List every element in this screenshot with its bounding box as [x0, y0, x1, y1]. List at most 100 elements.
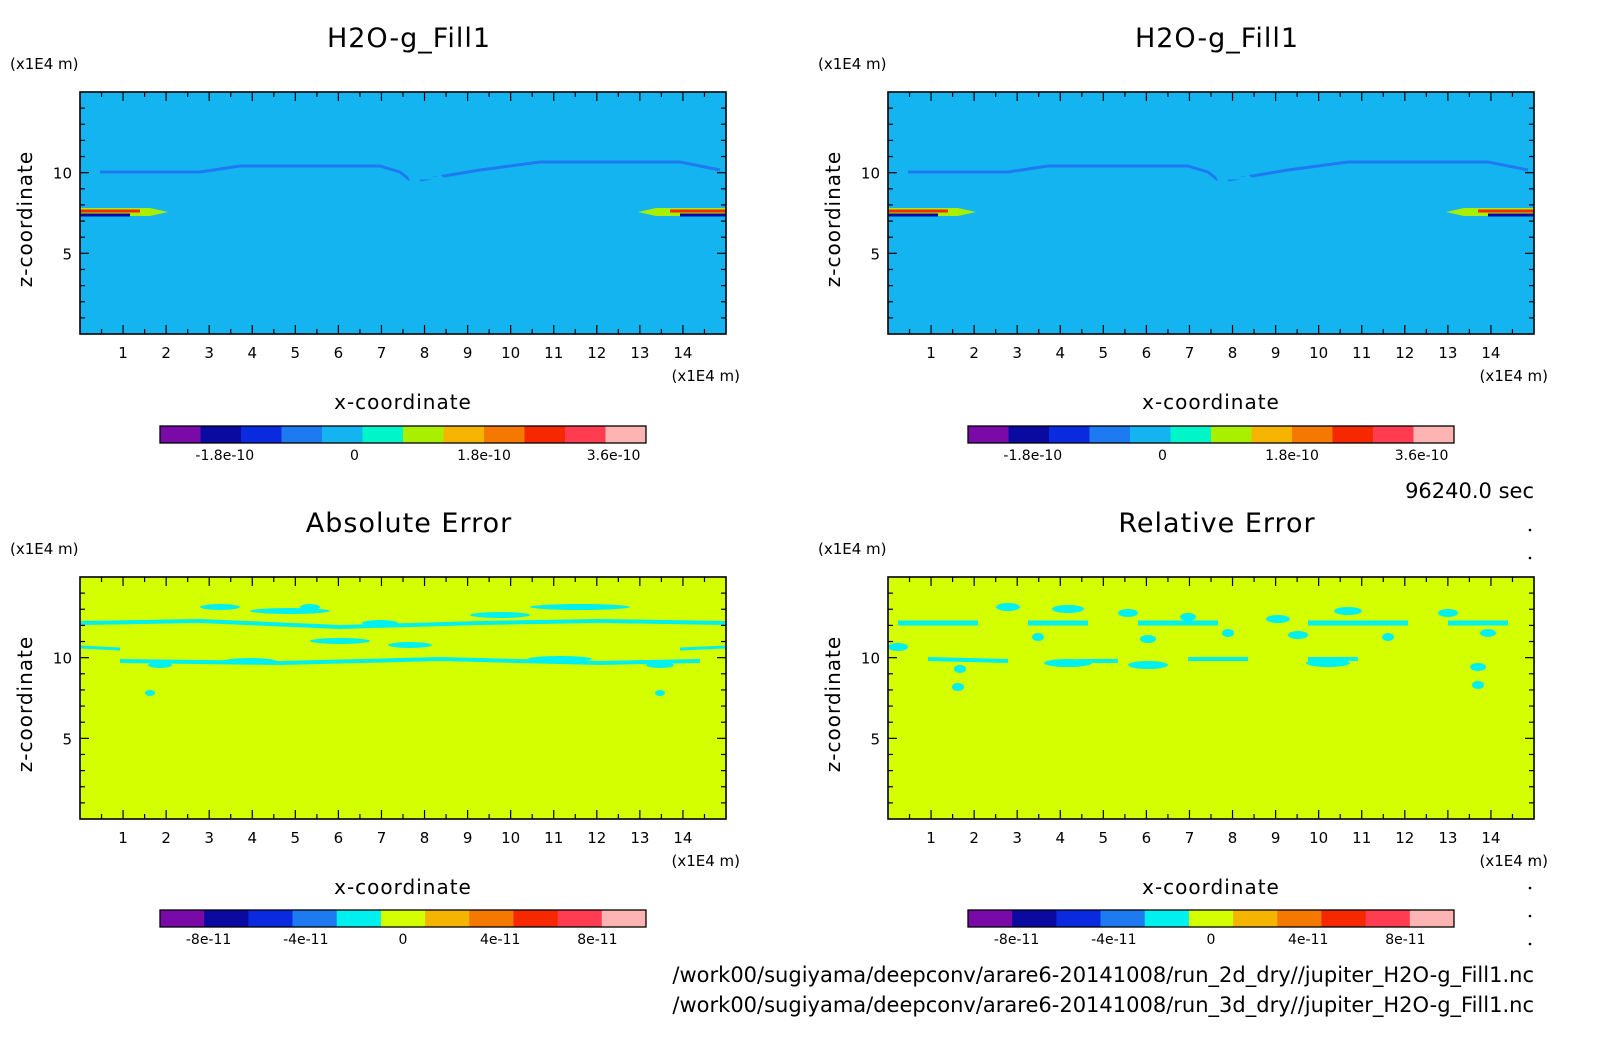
colorbar-tick-label: 4e-11	[1288, 932, 1328, 948]
colorbar-swatch	[1100, 910, 1146, 927]
x-tick-label: 8	[420, 344, 430, 362]
y-unit-label: (x1E4 m)	[818, 55, 887, 73]
contour-blob	[1180, 205, 1236, 219]
colorbar-swatch	[1089, 426, 1131, 443]
x-unit-label: (x1E4 m)	[671, 852, 740, 870]
colorbar: -1.8e-10 0 1.8e-10 3.6e-10	[159, 425, 647, 464]
contour-band	[80, 120, 726, 130]
panel-title: H2O-g_Fill1	[1135, 23, 1299, 54]
colorbar-tick-label: -1.8e-10	[195, 448, 254, 464]
x-tick-label: 11	[544, 829, 563, 847]
contour-band	[80, 156, 726, 166]
x-tick-label: 6	[1142, 344, 1152, 362]
colorbar-tick-label: 8e-11	[1385, 932, 1425, 948]
error-blob	[1118, 609, 1138, 617]
contour-band	[1216, 164, 1252, 180]
contour-band	[927, 657, 1358, 663]
error-blob	[362, 620, 398, 626]
contour-band	[888, 156, 1534, 166]
error-blob	[388, 642, 432, 648]
x-tick-label: 9	[463, 829, 473, 847]
y-tick-label: 10	[53, 165, 72, 183]
contour-band	[80, 132, 726, 142]
panel-1: H2O-g_Fill1 (x1E4 m) (x1E4 m) x-coordinate z…	[10, 23, 740, 464]
contour-band	[888, 96, 1534, 106]
colorbar-swatch	[968, 910, 1013, 927]
colorbar-swatch	[292, 910, 338, 927]
colorbar-swatch	[1233, 910, 1278, 927]
colorbar: -8e-11 -4e-11 0 4e-11 8e-11	[967, 909, 1455, 948]
colorbar-swatch	[322, 426, 363, 443]
colorbar-tick-label: 1.8e-10	[457, 448, 511, 464]
colorbar-swatch	[281, 426, 323, 443]
error-blob	[1052, 605, 1084, 613]
colorbar-swatch	[425, 910, 470, 927]
colorbar-tick-label: 3.6e-10	[1395, 448, 1449, 464]
colorbar-tick-label: 0	[350, 448, 359, 464]
x-tick-label: 8	[1228, 344, 1238, 362]
plot-area	[888, 577, 1534, 819]
time-label: 96240.0 sec	[1405, 479, 1534, 503]
colorbar-tick-label: 3.6e-10	[587, 448, 641, 464]
y-tick-label: 10	[53, 650, 72, 668]
error-blob	[148, 662, 172, 668]
x-tick-label: 10	[1309, 344, 1328, 362]
panel-3: Absolute Error (x1E4 m) (x1E4 m) x-coordina…	[10, 508, 740, 948]
contour-band	[100, 164, 411, 182]
error-blob	[1470, 663, 1486, 671]
error-blob	[1382, 633, 1394, 641]
x-tick-label: 11	[1352, 344, 1371, 362]
x-axis-label: x-coordinate	[334, 390, 472, 414]
error-blob	[300, 604, 320, 610]
y-axis-label: z-coordinate	[821, 636, 845, 772]
panel-2: H2O-g_Fill1 (x1E4 m) (x1E4 m) x-coordinate z…	[818, 23, 1548, 464]
colorbar-swatch	[1413, 426, 1455, 443]
x-tick-label: 1	[118, 829, 128, 847]
y-tick-label: 10	[861, 650, 880, 668]
y-axis-label: z-coordinate	[13, 151, 37, 287]
colorbar-tick-label: 0	[399, 932, 408, 948]
x-tick-label: 14	[1481, 344, 1500, 362]
colorbar-frame	[967, 909, 1455, 928]
x-tick-label: 4	[247, 829, 257, 847]
error-blob	[1140, 635, 1156, 643]
colorbar-frame	[967, 425, 1455, 444]
margin-dot	[1528, 886, 1532, 890]
error-blob	[1266, 615, 1290, 623]
contour-band	[419, 160, 721, 182]
colorbar-frame	[159, 425, 647, 444]
colorbar-tick-label: 1.8e-10	[1265, 448, 1319, 464]
colorbar-tick-label: 8e-11	[577, 932, 617, 948]
colorbar-swatch	[1049, 426, 1090, 443]
x-tick-label: 10	[501, 829, 520, 847]
x-tick-label: 13	[1438, 829, 1457, 847]
x-tick-label: 5	[291, 829, 301, 847]
contour-features	[80, 96, 726, 219]
margin-dot	[1528, 528, 1532, 532]
colorbar-swatch	[1130, 426, 1171, 443]
error-blob	[954, 665, 966, 673]
x-tick-label: 3	[204, 344, 214, 362]
y-axis-label: z-coordinate	[821, 151, 845, 287]
x-tick-label: 1	[118, 344, 128, 362]
x-tick-label: 10	[1309, 829, 1328, 847]
x-tick-label: 13	[630, 829, 649, 847]
error-blob	[996, 603, 1020, 611]
x-tick-label: 12	[587, 829, 606, 847]
x-tick-label: 13	[630, 344, 649, 362]
contour-band	[408, 164, 444, 180]
x-tick-label: 5	[1099, 344, 1109, 362]
colorbar-swatch	[160, 910, 205, 927]
contour-blob	[372, 205, 428, 219]
file-path: /work00/sugiyama/deepconv/arare6-2014100…	[672, 993, 1534, 1018]
colorbar-swatch	[565, 426, 606, 443]
margin-dot	[1528, 914, 1532, 918]
x-tick-label: 2	[969, 344, 979, 362]
x-tick-label: 12	[1395, 829, 1414, 847]
contour-band	[80, 108, 726, 118]
contour-band	[888, 108, 1534, 118]
contour-band	[908, 164, 1219, 182]
x-tick-label: 14	[1481, 829, 1500, 847]
margin-dot	[1528, 858, 1532, 862]
